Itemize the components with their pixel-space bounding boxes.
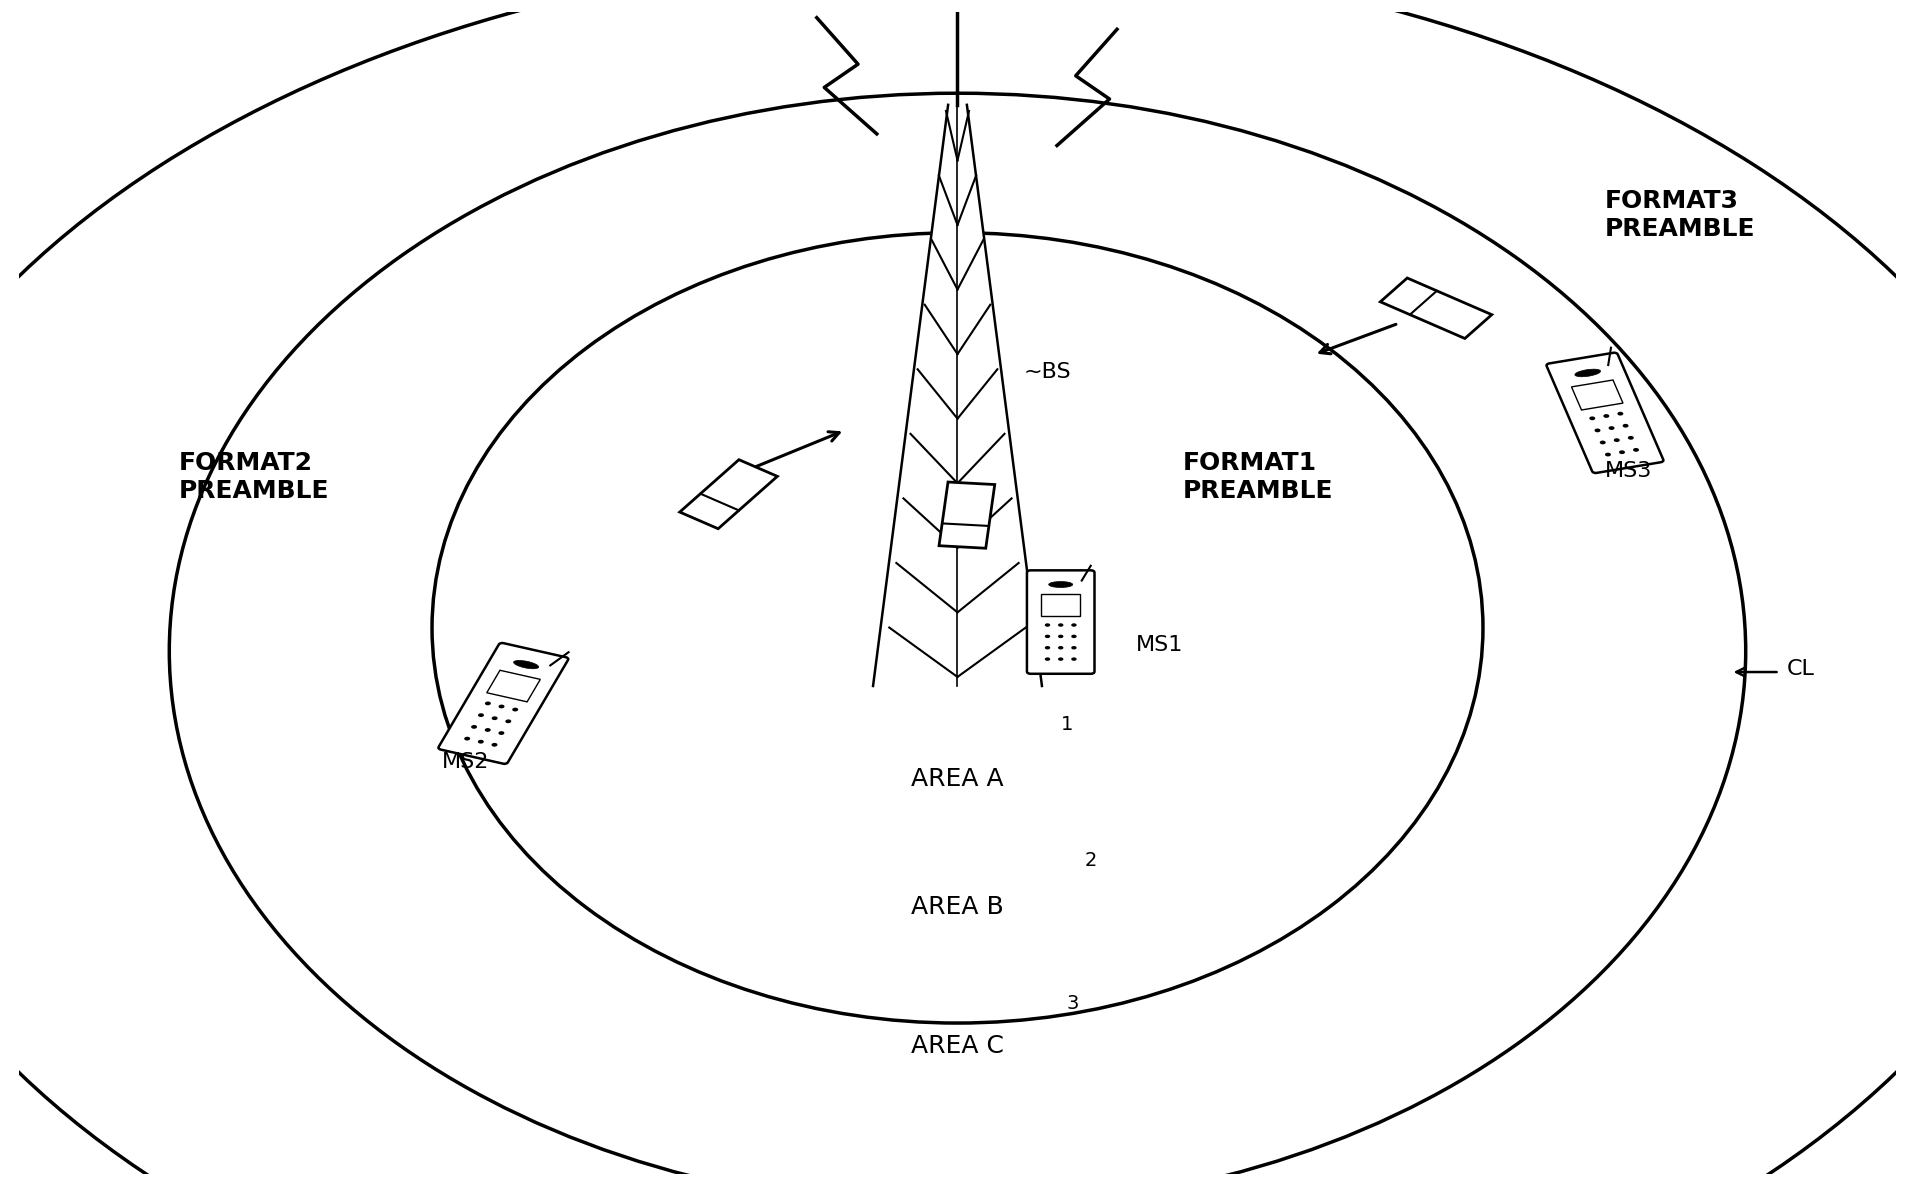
Ellipse shape: [1070, 646, 1076, 650]
Ellipse shape: [1614, 439, 1619, 442]
FancyBboxPatch shape: [1547, 352, 1663, 473]
FancyBboxPatch shape: [438, 643, 568, 764]
Ellipse shape: [505, 720, 511, 723]
Bar: [679, 460, 777, 529]
Ellipse shape: [1604, 453, 1610, 457]
Ellipse shape: [1045, 657, 1049, 661]
Ellipse shape: [1627, 436, 1633, 440]
Text: 2: 2: [1085, 852, 1097, 871]
Ellipse shape: [484, 728, 490, 732]
Text: 1: 1: [1060, 715, 1072, 734]
Text: MS3: MS3: [1604, 461, 1652, 482]
Text: FORMAT1
PREAMBLE: FORMAT1 PREAMBLE: [1183, 451, 1332, 503]
Text: AREA A: AREA A: [911, 767, 1003, 791]
Ellipse shape: [1057, 657, 1062, 661]
Ellipse shape: [1573, 369, 1600, 377]
Text: CL: CL: [1786, 658, 1814, 678]
Ellipse shape: [478, 713, 484, 718]
FancyBboxPatch shape: [1026, 570, 1095, 674]
Ellipse shape: [1594, 428, 1600, 432]
Ellipse shape: [1057, 646, 1062, 650]
Text: MS2: MS2: [440, 752, 488, 772]
Bar: [486, 670, 540, 702]
Ellipse shape: [1617, 412, 1623, 415]
Ellipse shape: [1608, 426, 1614, 431]
Ellipse shape: [1057, 635, 1062, 638]
Bar: [1571, 380, 1623, 410]
Ellipse shape: [511, 708, 519, 712]
Text: MS1: MS1: [1135, 636, 1183, 656]
Ellipse shape: [1589, 416, 1594, 420]
Ellipse shape: [1070, 624, 1076, 626]
Ellipse shape: [1049, 581, 1072, 587]
Ellipse shape: [1598, 440, 1604, 445]
Ellipse shape: [1602, 414, 1608, 417]
Ellipse shape: [1045, 635, 1049, 638]
Ellipse shape: [478, 740, 484, 744]
Text: AREA B: AREA B: [911, 894, 1003, 919]
Ellipse shape: [463, 737, 471, 740]
Text: FORMAT3
PREAMBLE: FORMAT3 PREAMBLE: [1604, 190, 1755, 241]
Ellipse shape: [492, 716, 498, 720]
Bar: [1380, 278, 1491, 338]
Ellipse shape: [1617, 451, 1625, 454]
Ellipse shape: [1057, 624, 1062, 626]
Text: ~BS: ~BS: [1022, 362, 1070, 382]
Ellipse shape: [471, 725, 477, 728]
Text: FORMAT2
PREAMBLE: FORMAT2 PREAMBLE: [178, 451, 329, 503]
Ellipse shape: [1621, 423, 1627, 428]
Ellipse shape: [498, 731, 503, 735]
Ellipse shape: [1045, 624, 1049, 626]
Ellipse shape: [492, 742, 498, 747]
Ellipse shape: [1070, 635, 1076, 638]
Bar: [1041, 594, 1079, 617]
Ellipse shape: [484, 701, 490, 706]
Text: AREA C: AREA C: [911, 1034, 1003, 1058]
Ellipse shape: [513, 661, 538, 669]
Ellipse shape: [498, 704, 503, 708]
Polygon shape: [873, 104, 1041, 686]
Ellipse shape: [1070, 657, 1076, 661]
Ellipse shape: [1045, 646, 1049, 650]
Text: 3: 3: [1066, 994, 1078, 1013]
Ellipse shape: [1633, 448, 1638, 452]
Bar: [938, 482, 993, 548]
